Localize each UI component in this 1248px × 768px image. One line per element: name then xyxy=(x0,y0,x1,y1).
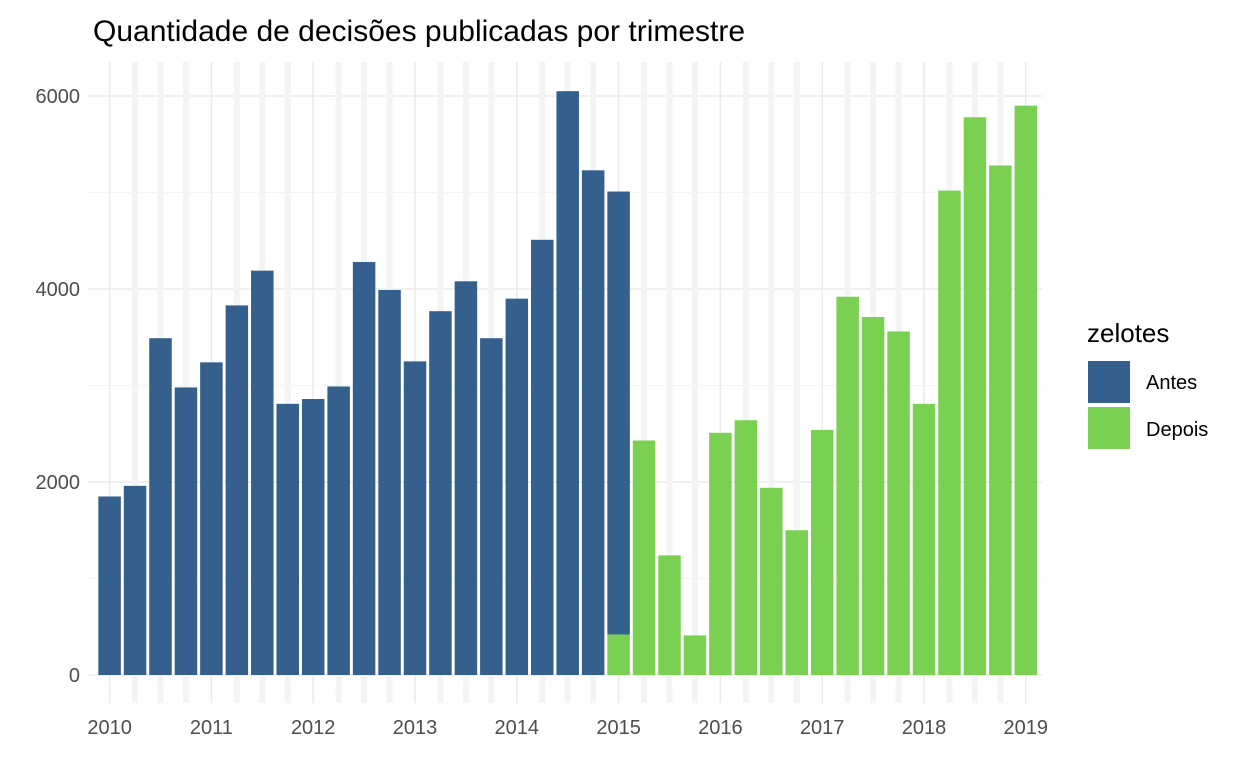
bar-antes-2015-q1 xyxy=(607,191,630,635)
bar-depois-2018-q1 xyxy=(912,403,936,675)
legend: zelotes Antes Depois xyxy=(1087,318,1208,449)
bar-depois-2018-q3 xyxy=(963,117,987,676)
bar-depois-2015-q4 xyxy=(683,635,707,675)
bar-antes-2013-q3 xyxy=(454,281,478,675)
bar-antes-2012-q3 xyxy=(352,261,376,675)
x-tick-label: 2013 xyxy=(393,717,438,739)
bar-depois-2017-q3 xyxy=(861,316,885,675)
bar-antes-2011-q4 xyxy=(276,403,299,675)
bar-depois-2018-q4 xyxy=(989,165,1012,676)
bar-depois-2017-q4 xyxy=(887,331,910,675)
x-tick-label: 2011 xyxy=(190,717,233,739)
bar-depois-2015-q2 xyxy=(632,440,656,675)
legend-label-antes: Antes xyxy=(1146,372,1197,394)
bar-depois-2016-q2 xyxy=(734,420,758,675)
x-tick-label: 2015 xyxy=(596,717,641,739)
bar-depois-2018-q2 xyxy=(938,190,961,675)
bar-depois-2015-q1 xyxy=(607,634,630,675)
y-tick-label: 2000 xyxy=(36,472,81,494)
bar-antes-2014-q3 xyxy=(556,91,579,676)
x-tick-label: 2010 xyxy=(87,717,132,739)
bar-antes-2010-q4 xyxy=(174,387,198,675)
x-tick-label: 2019 xyxy=(1004,717,1049,739)
bar-antes-2014-q4 xyxy=(581,170,605,675)
x-tick-label: 2016 xyxy=(698,717,743,739)
bar-depois-2019-q1 xyxy=(1014,105,1038,675)
x-axis-tick-labels: 2010 2011 2012 2013 2014 2015 2016 2017 2018 2019 xyxy=(87,717,1048,739)
bar-antes-2010-q2 xyxy=(123,485,147,675)
bar-depois-2016-q1 xyxy=(709,432,732,675)
bar-antes-2011-q2 xyxy=(225,305,249,675)
legend-title: zelotes xyxy=(1087,318,1169,348)
bar-antes-2011-q1 xyxy=(200,362,223,675)
bar-antes-2014-q2 xyxy=(531,239,554,675)
bar-depois-2016-q3 xyxy=(760,487,783,675)
bar-depois-2016-q4 xyxy=(785,530,808,675)
y-axis-tick-labels: 0 2000 4000 6000 xyxy=(36,86,81,687)
bar-antes-2010-q1 xyxy=(98,496,121,675)
y-tick-label: 0 xyxy=(69,665,80,687)
bar-antes-2011-q3 xyxy=(251,270,274,675)
bar-depois-2017-q2 xyxy=(836,296,859,675)
x-tick-label: 2014 xyxy=(495,717,540,739)
legend-swatch-depois xyxy=(1088,407,1130,449)
legend-swatch-antes xyxy=(1088,361,1130,403)
bar-antes-2013-q4 xyxy=(480,338,503,675)
bars xyxy=(98,91,1038,676)
x-tick-label: 2018 xyxy=(902,717,947,739)
bar-antes-2012-q2 xyxy=(327,386,350,675)
y-tick-label: 6000 xyxy=(36,86,81,108)
bar-antes-2012-q4 xyxy=(378,289,401,675)
bar-antes-2013-q2 xyxy=(429,311,452,675)
x-tick-label: 2012 xyxy=(291,717,336,739)
bar-antes-2012-q1 xyxy=(301,399,325,675)
chart-title: Quantidade de decisões publicadas por tr… xyxy=(93,15,745,48)
bar-antes-2013-q1 xyxy=(403,361,427,675)
legend-label-depois: Depois xyxy=(1146,419,1208,441)
bar-depois-2017-q1 xyxy=(810,429,834,675)
y-tick-label: 4000 xyxy=(36,279,81,301)
x-tick-label: 2017 xyxy=(800,717,845,739)
bar-depois-2015-q3 xyxy=(658,555,681,675)
bar-antes-2014-q1 xyxy=(505,298,529,675)
bar-antes-2010-q3 xyxy=(149,338,172,675)
